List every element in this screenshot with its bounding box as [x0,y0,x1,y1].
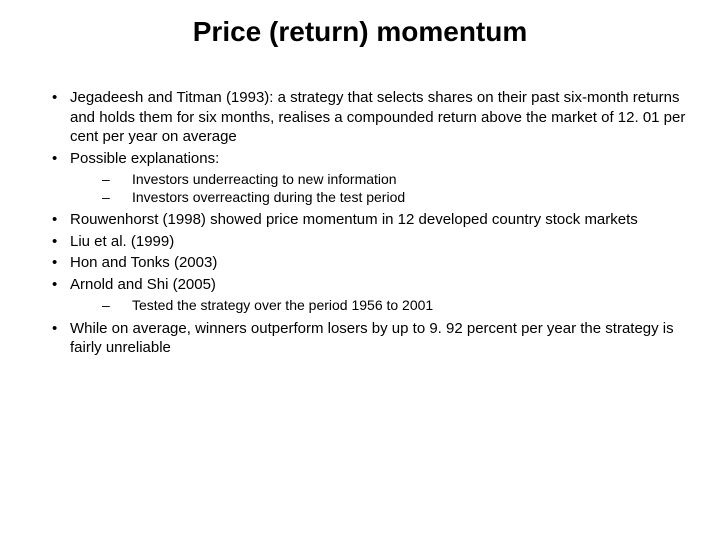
bullet-text: Possible explanations: [70,150,219,167]
slide: Price (return) momentum Jegadeesh and Ti… [0,0,720,540]
bullet-item: Rouwenhorst (1998) showed price momentum… [48,210,690,230]
slide-title: Price (return) momentum [30,16,690,48]
sub-bullet-list: Investors underreacting to new informati… [70,170,690,206]
bullet-item: Jegadeesh and Titman (1993): a strategy … [48,88,690,147]
bullet-item: Liu et al. (1999) [48,232,690,252]
bullet-list-1: Jegadeesh and Titman (1993): a strategy … [30,88,690,206]
bullet-list-3: While on average, winners outperform los… [30,319,690,358]
sub-bullet-list: Tested the strategy over the period 1956… [70,296,690,314]
bullet-text: Arnold and Shi (2005) [70,276,216,293]
sub-bullet-item: Investors underreacting to new informati… [98,170,690,188]
bullet-item: While on average, winners outperform los… [48,319,690,358]
sub-bullet-item: Tested the strategy over the period 1956… [98,296,690,314]
bullet-item: Arnold and Shi (2005) Tested the strateg… [48,275,690,315]
bullet-item: Possible explanations: Investors underre… [48,149,690,207]
sub-bullet-item: Investors overreacting during the test p… [98,188,690,206]
bullet-item: Hon and Tonks (2003) [48,253,690,273]
bullet-list-2: Rouwenhorst (1998) showed price momentum… [30,210,690,314]
slide-content: Jegadeesh and Titman (1993): a strategy … [30,88,690,358]
